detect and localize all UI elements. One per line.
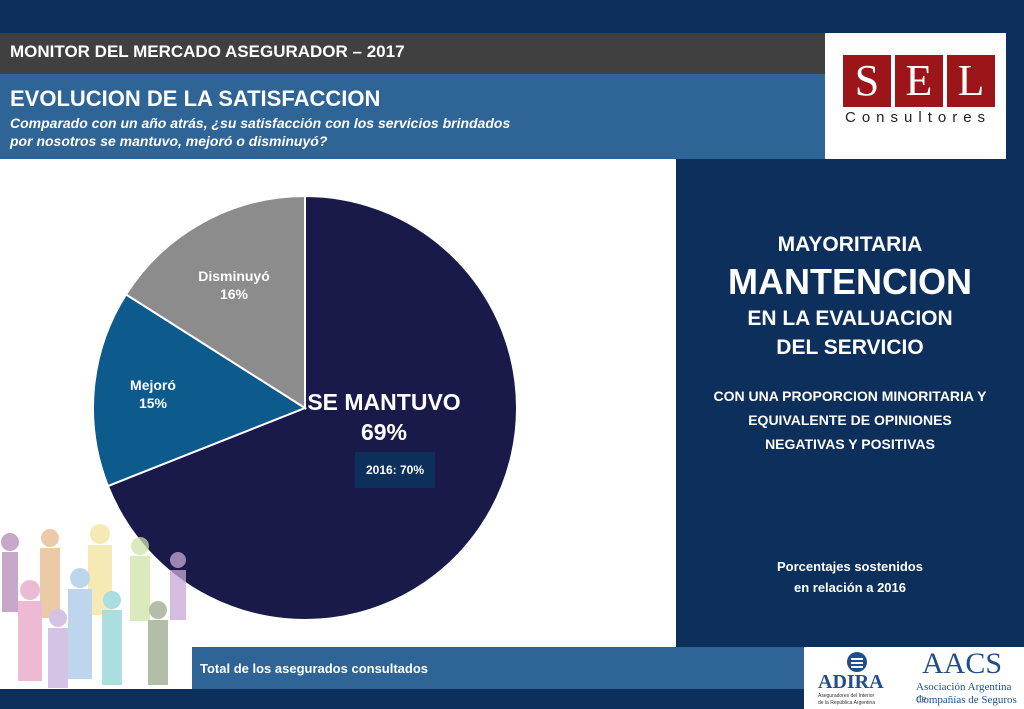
- section-title: EVOLUCION DE LA SATISFACCION: [10, 86, 381, 111]
- bottom-band: [0, 689, 804, 709]
- slice-label-mejoro: Mejoró: [130, 377, 176, 393]
- adira-sub-1: Aseguradores del Interior: [818, 693, 875, 699]
- top-band: [0, 0, 1024, 33]
- summary-panel: MAYORITARIA MANTENCION EN LA EVALUACION …: [676, 159, 1024, 647]
- adira-sub-2: de la República Argentina: [818, 700, 875, 706]
- slice-value-disminuyo: 16%: [220, 286, 249, 302]
- people-illustration: [1, 524, 186, 688]
- base-note: Total de los asegurados consultados: [200, 661, 429, 676]
- section-header: EVOLUCION DE LA SATISFACCION Comparado c…: [0, 74, 825, 159]
- summary-note-2: EQUIVALENTE DE OPINIONES: [748, 412, 952, 428]
- slice-value-se-mantuvo: 69%: [361, 419, 407, 445]
- pie-slice-disminuy-: [124, 194, 306, 410]
- question-text: Comparado con un año atrás, ¿su satisfac…: [10, 114, 610, 150]
- pie-slice-mejor-: [92, 293, 308, 488]
- aacs-sub-1: Asociación Argentina de: [916, 681, 1012, 705]
- partner-logos: ADIRA Aseguradores del Interior de la Re…: [804, 647, 1024, 709]
- summary-note-1: CON UNA PROPORCION MINORITARIA Y: [713, 388, 987, 404]
- aacs-name: AACS: [922, 647, 1003, 680]
- summary-note-3: NEGATIVAS Y POSITIVAS: [765, 436, 935, 452]
- slice-label-disminuyo: Disminuyó: [198, 268, 270, 284]
- sel-letter-e: E: [895, 55, 943, 107]
- question-line-2: por nosotros se mantuvo, mejoró o dismin…: [10, 133, 328, 149]
- summary-line-1: MAYORITARIA: [777, 233, 923, 256]
- summary-line-3: EN LA EVALUACION: [747, 307, 953, 330]
- summary-line-2: MANTENCION: [728, 261, 972, 302]
- slice-label-se-mantuvo: SE MANTUVO: [307, 389, 460, 415]
- sel-letter-s: S: [843, 55, 891, 107]
- pie-slice-se-mantuvo: [106, 194, 518, 621]
- summary-line-4: DEL SERVICIO: [776, 336, 924, 359]
- monitor-title-bar: MONITOR DEL MERCADO ASEGURADOR – 2017: [0, 33, 825, 74]
- sel-consultores-logo: S E L Consultores: [825, 33, 1006, 159]
- annotation-2016: 2016: 70%: [355, 452, 435, 488]
- aacs-sub-2: Compañías de Seguros: [916, 694, 1017, 706]
- right-strip: [1006, 33, 1024, 159]
- pie-chart: SE MANTUVO 69% Mejoró 15% Disminuyó 16%: [92, 194, 518, 621]
- monitor-title: MONITOR DEL MERCADO ASEGURADOR – 2017: [10, 42, 405, 61]
- adira-emblem-icon: [847, 652, 867, 672]
- summary-footer-1: Porcentajes sostenidos: [777, 559, 923, 574]
- question-line-1: Comparado con un año atrás, ¿su satisfac…: [10, 115, 511, 131]
- slice-value-mejoro: 15%: [139, 395, 168, 411]
- summary-footer-2: en relación a 2016: [793, 580, 906, 595]
- base-note-bar: Total de los asegurados consultados: [192, 647, 804, 689]
- sel-letter-l: L: [947, 55, 995, 107]
- sel-subtitle: Consultores: [845, 109, 992, 126]
- adira-name: ADIRA: [818, 671, 884, 693]
